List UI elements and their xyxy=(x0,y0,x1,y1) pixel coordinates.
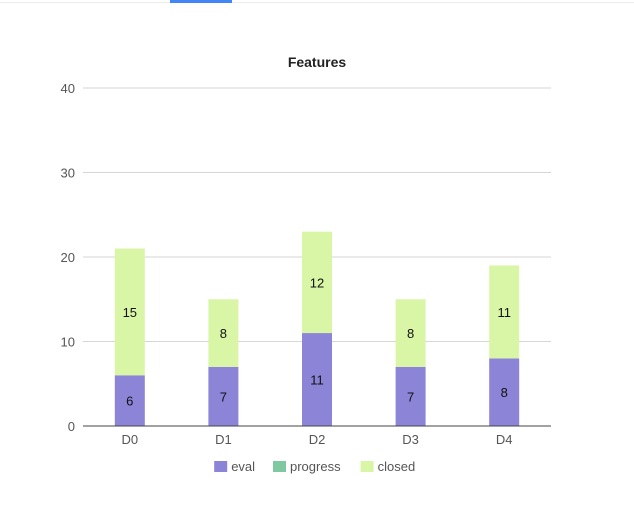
bar-segment-eval[interactable] xyxy=(208,366,239,426)
bar-segment-eval[interactable] xyxy=(302,333,332,426)
data-label: 15 xyxy=(123,305,137,320)
y-tick-label: 0 xyxy=(68,419,75,434)
bar-segment-eval[interactable] xyxy=(395,366,426,426)
data-label: 6 xyxy=(126,394,133,409)
x-tick-label: D0 xyxy=(121,432,138,447)
legend-label-progress[interactable]: progress xyxy=(290,459,341,474)
bar-segment-eval[interactable] xyxy=(489,358,520,426)
data-label: 8 xyxy=(407,326,414,341)
legend: eval progress closed xyxy=(214,459,415,474)
bar-segment-closed[interactable] xyxy=(208,299,239,367)
legend-swatch-progress[interactable] xyxy=(273,461,286,472)
bar-segment-eval[interactable] xyxy=(114,375,145,426)
y-tick-label: 40 xyxy=(61,81,75,96)
x-tick-label: D1 xyxy=(215,432,232,447)
legend-label-eval[interactable]: eval xyxy=(231,459,255,474)
y-tick-label: 20 xyxy=(61,250,75,265)
data-label: 7 xyxy=(220,389,227,404)
chart-title: Features xyxy=(288,54,347,70)
data-label: 11 xyxy=(310,373,324,388)
legend-swatch-eval[interactable] xyxy=(214,461,228,472)
data-label: 11 xyxy=(497,305,511,320)
data-label: 12 xyxy=(310,275,324,290)
top-divider xyxy=(0,0,634,3)
data-label: 7 xyxy=(407,389,414,404)
bar-segment-closed[interactable] xyxy=(114,248,145,376)
x-tick-label: D3 xyxy=(402,432,419,447)
bar-segment-closed[interactable] xyxy=(302,231,332,334)
x-tick-label: D2 xyxy=(309,432,326,447)
bar-segment-closed[interactable] xyxy=(489,265,520,359)
data-label: 8 xyxy=(501,385,508,400)
active-tab-indicator xyxy=(170,0,232,3)
y-tick-label: 30 xyxy=(61,166,75,181)
legend-swatch-closed[interactable] xyxy=(360,461,374,472)
axes: 0 10 20 30 40 D0 D1 D2 D3 D4 xyxy=(61,81,551,447)
y-tick-label: 10 xyxy=(61,335,75,350)
x-tick-label: D4 xyxy=(496,432,513,447)
data-label: 8 xyxy=(220,326,227,341)
bar-segment-closed[interactable] xyxy=(395,299,426,367)
legend-label-closed[interactable]: closed xyxy=(378,459,416,474)
bars: 6 15 7 8 11 12 7 8 8 11 xyxy=(114,231,520,426)
